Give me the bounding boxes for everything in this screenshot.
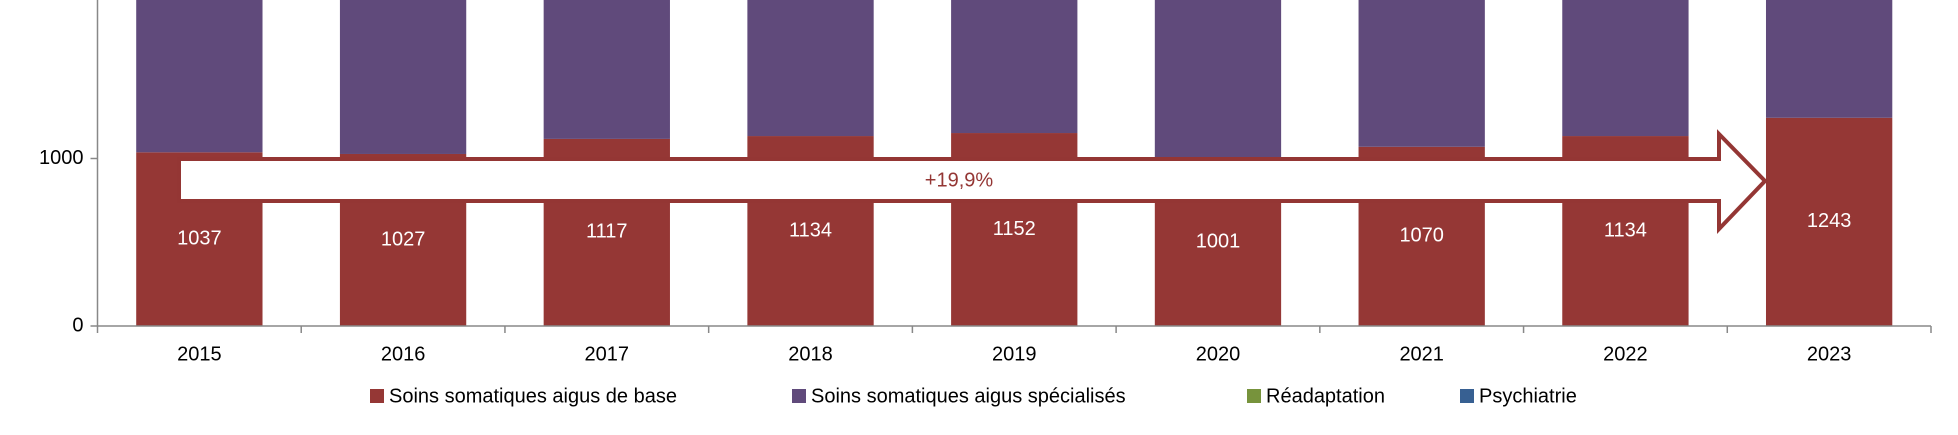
- bar-segment: [951, 0, 1078, 134]
- y-tick-label: 0: [72, 314, 83, 336]
- legend-swatch: [370, 389, 384, 403]
- legend-label: Réadaptation: [1266, 385, 1385, 407]
- y-tick-label: 2000: [39, 0, 84, 1]
- data-label: 1243: [1807, 210, 1852, 232]
- data-label: 1027: [381, 228, 426, 250]
- x-tick-label: 2015: [177, 343, 222, 365]
- bar-segment: [1562, 0, 1689, 137]
- x-tick-label: 2018: [788, 343, 833, 365]
- data-label: 1152: [993, 218, 1036, 240]
- bar-segment: [1358, 0, 1485, 147]
- legend-label: Soins somatiques aigus spécialisés: [811, 385, 1126, 407]
- x-tick-label: 2023: [1807, 343, 1852, 365]
- data-label: 1134: [1604, 219, 1647, 241]
- legend-swatch: [1460, 389, 1474, 403]
- bar-segment: [339, 0, 467, 154]
- bar-segment: [1765, 0, 1893, 118]
- y-tick-label: 1000: [39, 147, 84, 169]
- bar-segment: [1154, 0, 1282, 159]
- x-tick-label: 2022: [1603, 343, 1648, 365]
- bar-segment: [136, 0, 263, 153]
- data-label: 1037: [177, 227, 222, 249]
- x-tick-label: 2017: [585, 343, 630, 365]
- legend-label: Psychiatrie: [1479, 385, 1577, 407]
- data-label: 1134: [789, 219, 832, 241]
- x-tick-label: 2016: [381, 343, 426, 365]
- legend-swatch: [792, 389, 806, 403]
- bars: [136, 0, 1893, 326]
- data-label: 1001: [1196, 230, 1241, 252]
- legend-swatch: [1247, 389, 1261, 403]
- annotation: +19,9%: [925, 169, 994, 191]
- data-label: 1117: [586, 221, 628, 243]
- x-tick-label: 2020: [1196, 343, 1241, 365]
- annotation-arrow: +19,9%: [177, 129, 1768, 234]
- data-label: 1070: [1399, 225, 1444, 247]
- legend-label: Soins somatiques aigus de base: [389, 385, 677, 407]
- arrow-shape: [177, 129, 1768, 234]
- x-tick-label: 2021: [1399, 343, 1444, 365]
- bar-segment: [543, 0, 670, 139]
- bar-segment: [747, 0, 874, 137]
- bar-segment: [1765, 117, 1893, 326]
- x-tick-label: 2019: [992, 343, 1037, 365]
